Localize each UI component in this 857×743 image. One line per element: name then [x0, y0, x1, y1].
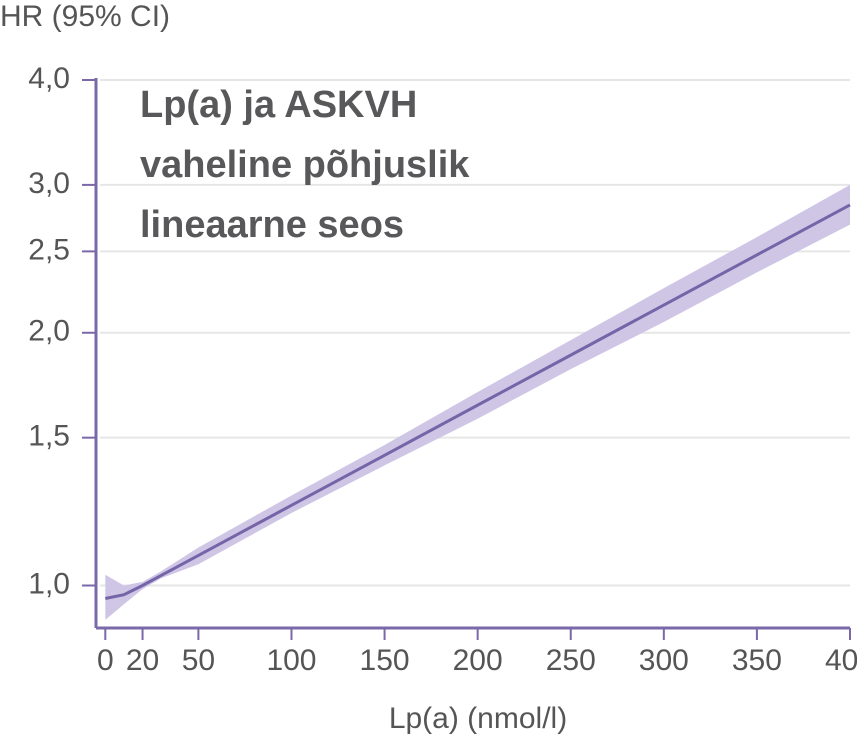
y-axis-label: HR (95% CI): [0, 0, 170, 33]
ci-band: [105, 184, 850, 620]
x-tick-label: 100: [266, 644, 316, 677]
annotation: vaheline põhjuslik: [140, 144, 470, 186]
x-tick-label: 200: [453, 644, 503, 677]
x-tick-label: 350: [732, 644, 782, 677]
x-tick-label: 50: [182, 644, 215, 677]
x-tick-label: 300: [639, 644, 689, 677]
annotation: Lp(a) ja ASKVH: [140, 84, 417, 126]
y-tick-label: 1,5: [28, 420, 70, 453]
y-tick-label: 2,5: [28, 233, 70, 266]
line: [105, 203, 851, 600]
x-tick-label: 250: [546, 644, 596, 677]
x-axis-label: Lp(a) (nmol/l): [389, 702, 567, 735]
x-tick-label: 150: [360, 644, 410, 677]
x-tick-label: 20: [126, 644, 159, 677]
x-tick-label: 0: [97, 644, 114, 677]
y-tick-label: 4,0: [28, 62, 70, 95]
x-tick-label: 400: [825, 644, 857, 677]
y-tick-label: 3,0: [28, 167, 70, 200]
y-tick-label: 2,0: [28, 315, 70, 348]
y-tick-label: 1,0: [28, 567, 70, 600]
annotation: lineaarne seos: [140, 204, 404, 246]
